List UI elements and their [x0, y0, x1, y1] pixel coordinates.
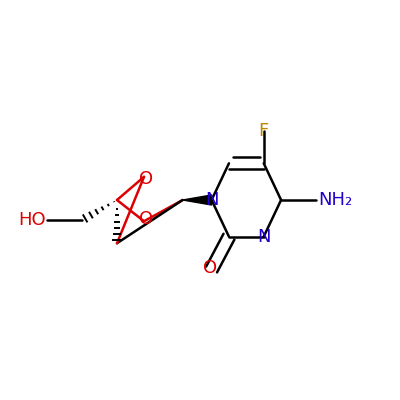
Text: O: O — [139, 210, 153, 228]
Text: N: N — [205, 191, 218, 209]
Text: F: F — [258, 122, 269, 140]
Text: NH₂: NH₂ — [318, 191, 352, 209]
Text: HO: HO — [18, 211, 46, 229]
Polygon shape — [183, 195, 212, 205]
Text: N: N — [257, 228, 270, 246]
Text: O: O — [139, 170, 153, 188]
Text: O: O — [202, 258, 217, 276]
